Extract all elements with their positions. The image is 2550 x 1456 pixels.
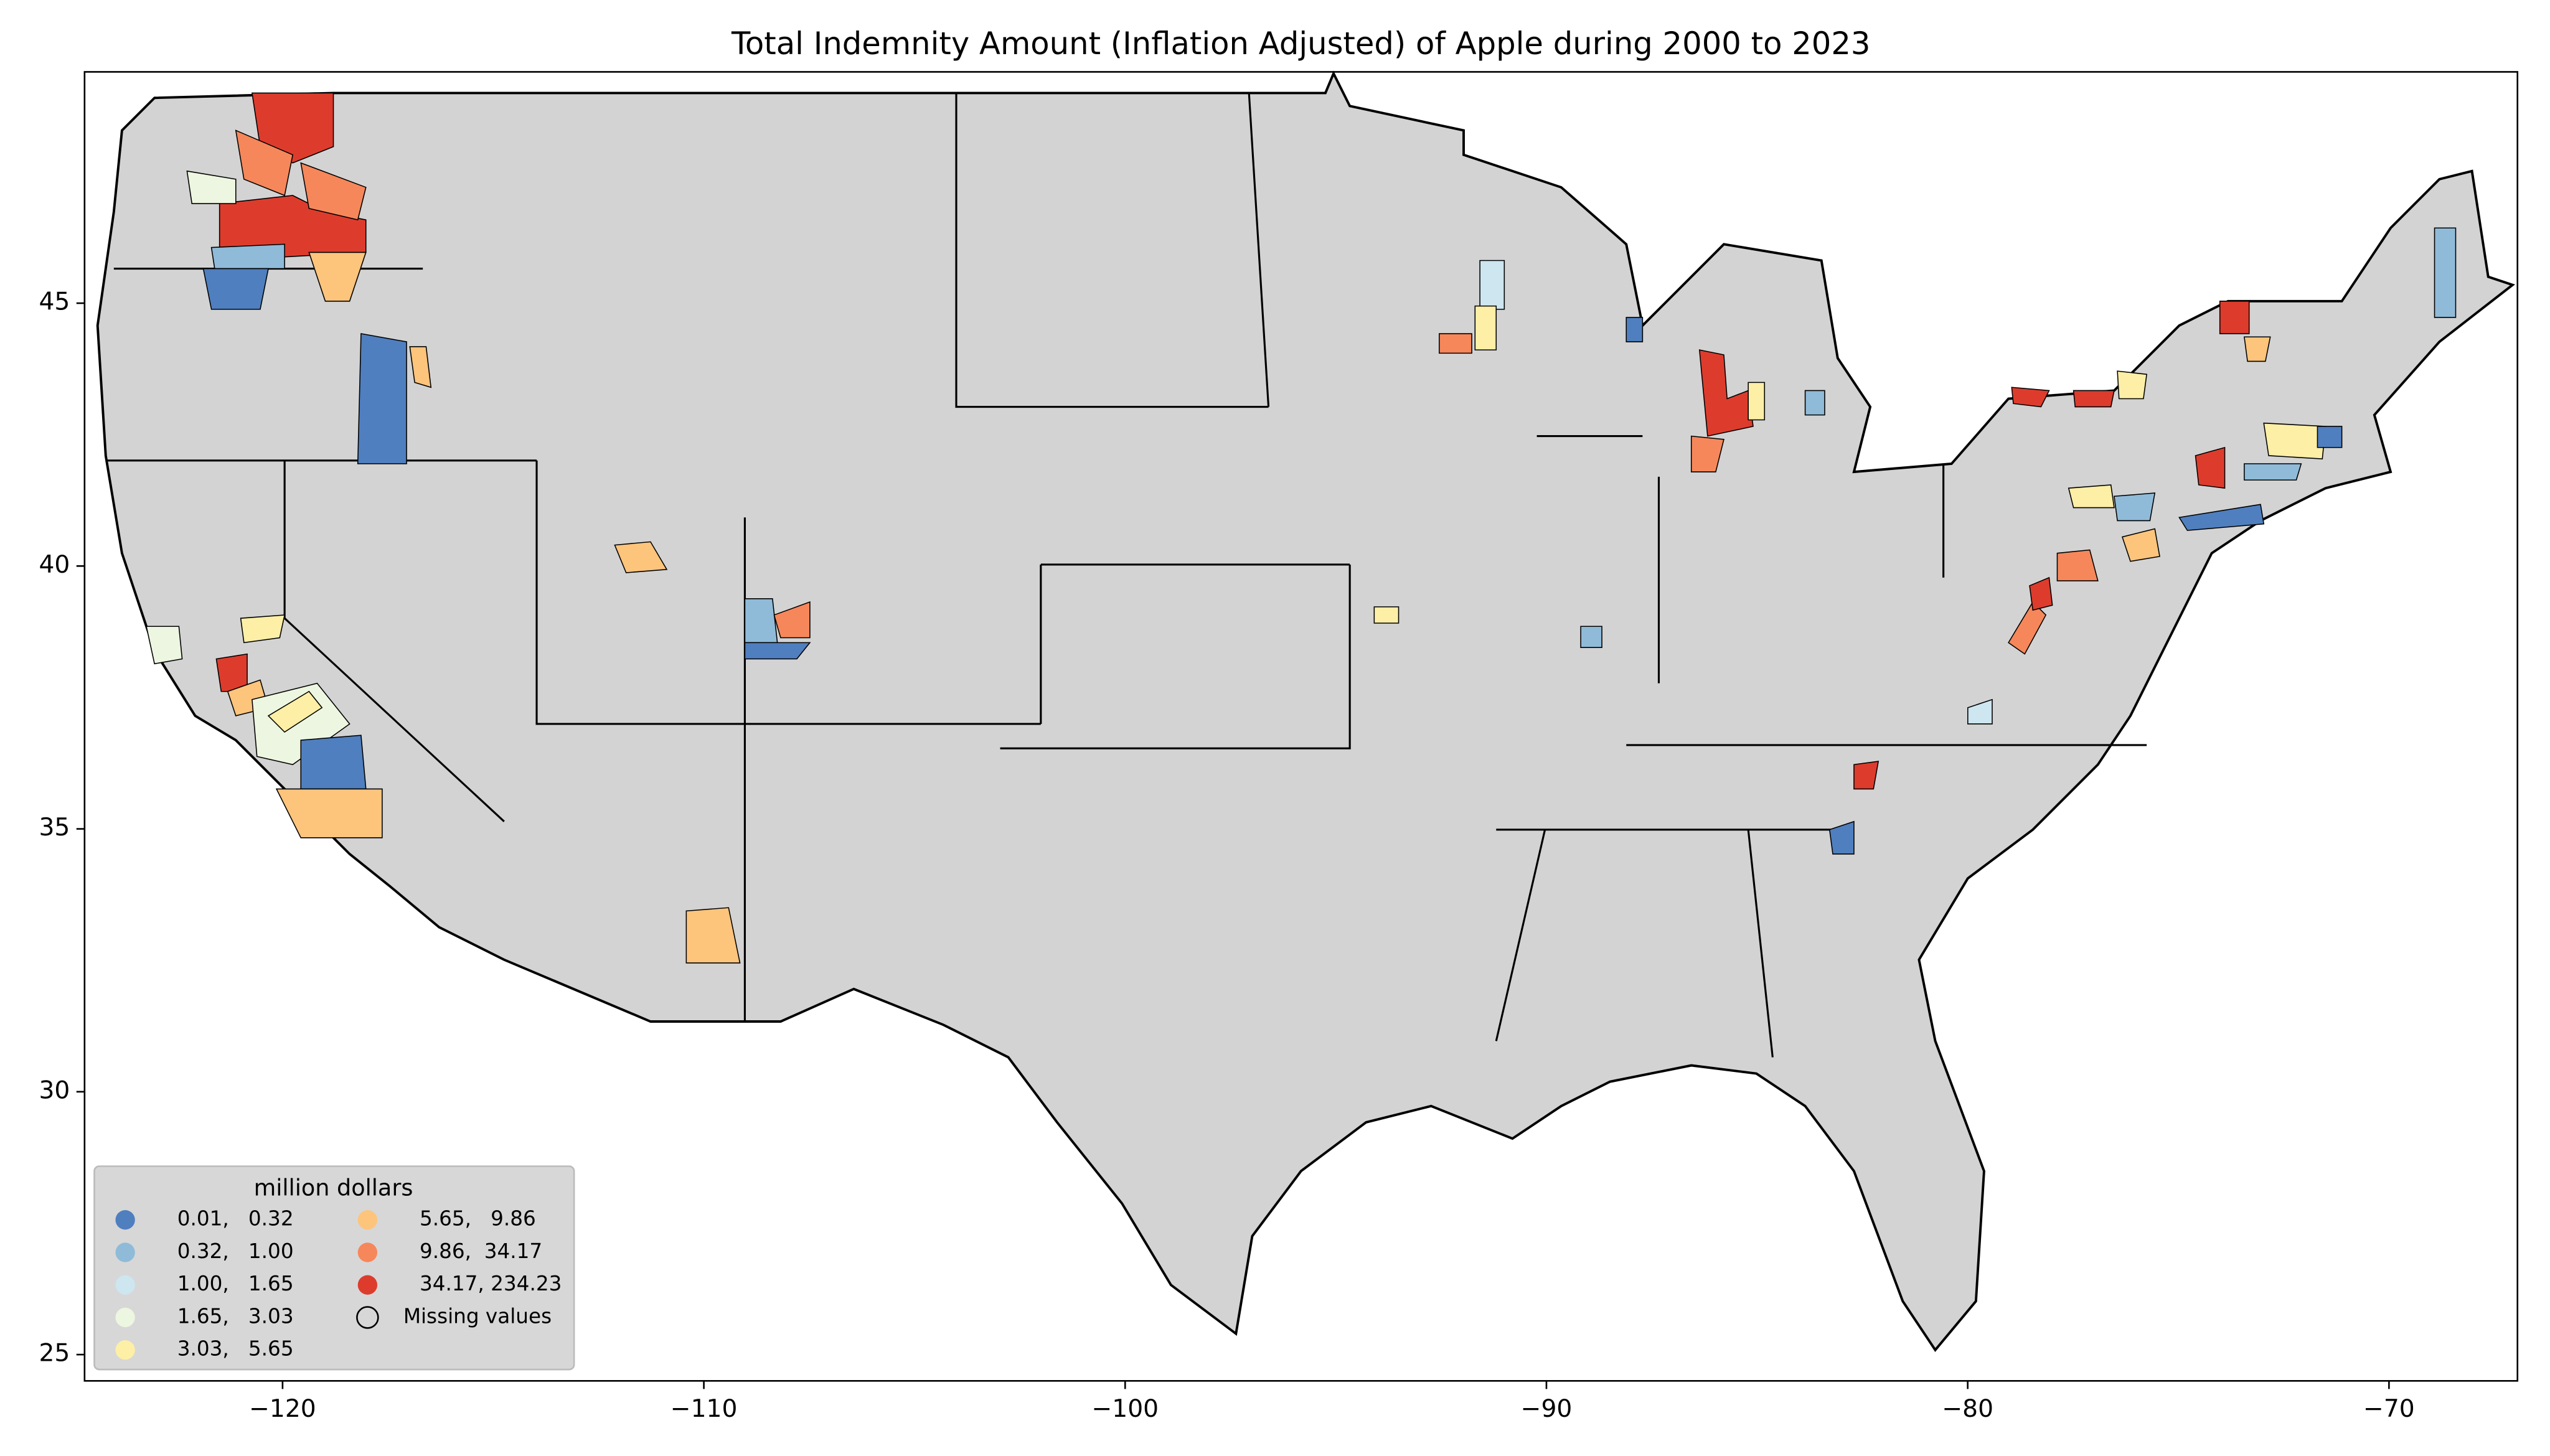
chart-title: Total Indemnity Amount (Inflation Adjust… <box>731 26 1870 62</box>
legend-label: 5.65, 9.86 <box>420 1207 536 1231</box>
county-patches <box>146 92 2457 964</box>
legend-label: 1.00, 1.65 <box>177 1272 294 1295</box>
legend-label: 0.01, 0.32 <box>177 1207 294 1231</box>
legend-box <box>93 1165 575 1371</box>
legend-marker-missing <box>356 1306 379 1329</box>
plot-frame <box>83 71 2519 1382</box>
legend-marker <box>115 1242 135 1262</box>
legend-marker <box>357 1210 378 1230</box>
x-tick-label: −80 <box>1942 1395 1993 1423</box>
land <box>96 70 2516 1352</box>
x-tick-label: −120 <box>249 1395 316 1423</box>
legend: million dollars 0.01, 0.32 0.32, 1.00 1.00… <box>93 1165 575 1371</box>
x-tick-label: −70 <box>2363 1395 2415 1423</box>
y-tick-label: 35 <box>39 814 70 842</box>
axes: −120 −110 −100 −90 −80 −70 25 30 35 40 45 <box>39 288 2414 1423</box>
legend-label: Missing values <box>403 1304 552 1328</box>
legend-marker <box>357 1242 378 1262</box>
map <box>96 70 2516 1352</box>
legend-label: 34.17, 234.23 <box>420 1272 562 1295</box>
y-tick-label: 30 <box>39 1076 70 1104</box>
legend-title: million dollars <box>254 1175 413 1201</box>
legend-marker <box>357 1275 378 1295</box>
legend-label: 3.03, 5.65 <box>177 1337 294 1361</box>
legend-marker <box>115 1307 135 1328</box>
legend-label: 0.32, 1.00 <box>177 1239 294 1263</box>
legend-label: 9.86, 34.17 <box>420 1239 542 1263</box>
x-tick-label: −100 <box>1091 1395 1159 1423</box>
legend-marker <box>115 1210 135 1230</box>
x-tick-label: −90 <box>1521 1395 1573 1423</box>
y-tick-label: 45 <box>39 288 70 316</box>
legend-label: 1.65, 3.03 <box>177 1304 294 1328</box>
x-tick-label: −110 <box>670 1395 738 1423</box>
legend-marker <box>115 1275 135 1295</box>
legend-marker <box>115 1340 135 1360</box>
y-tick-label: 40 <box>39 551 70 579</box>
y-tick-label: 25 <box>39 1340 70 1368</box>
